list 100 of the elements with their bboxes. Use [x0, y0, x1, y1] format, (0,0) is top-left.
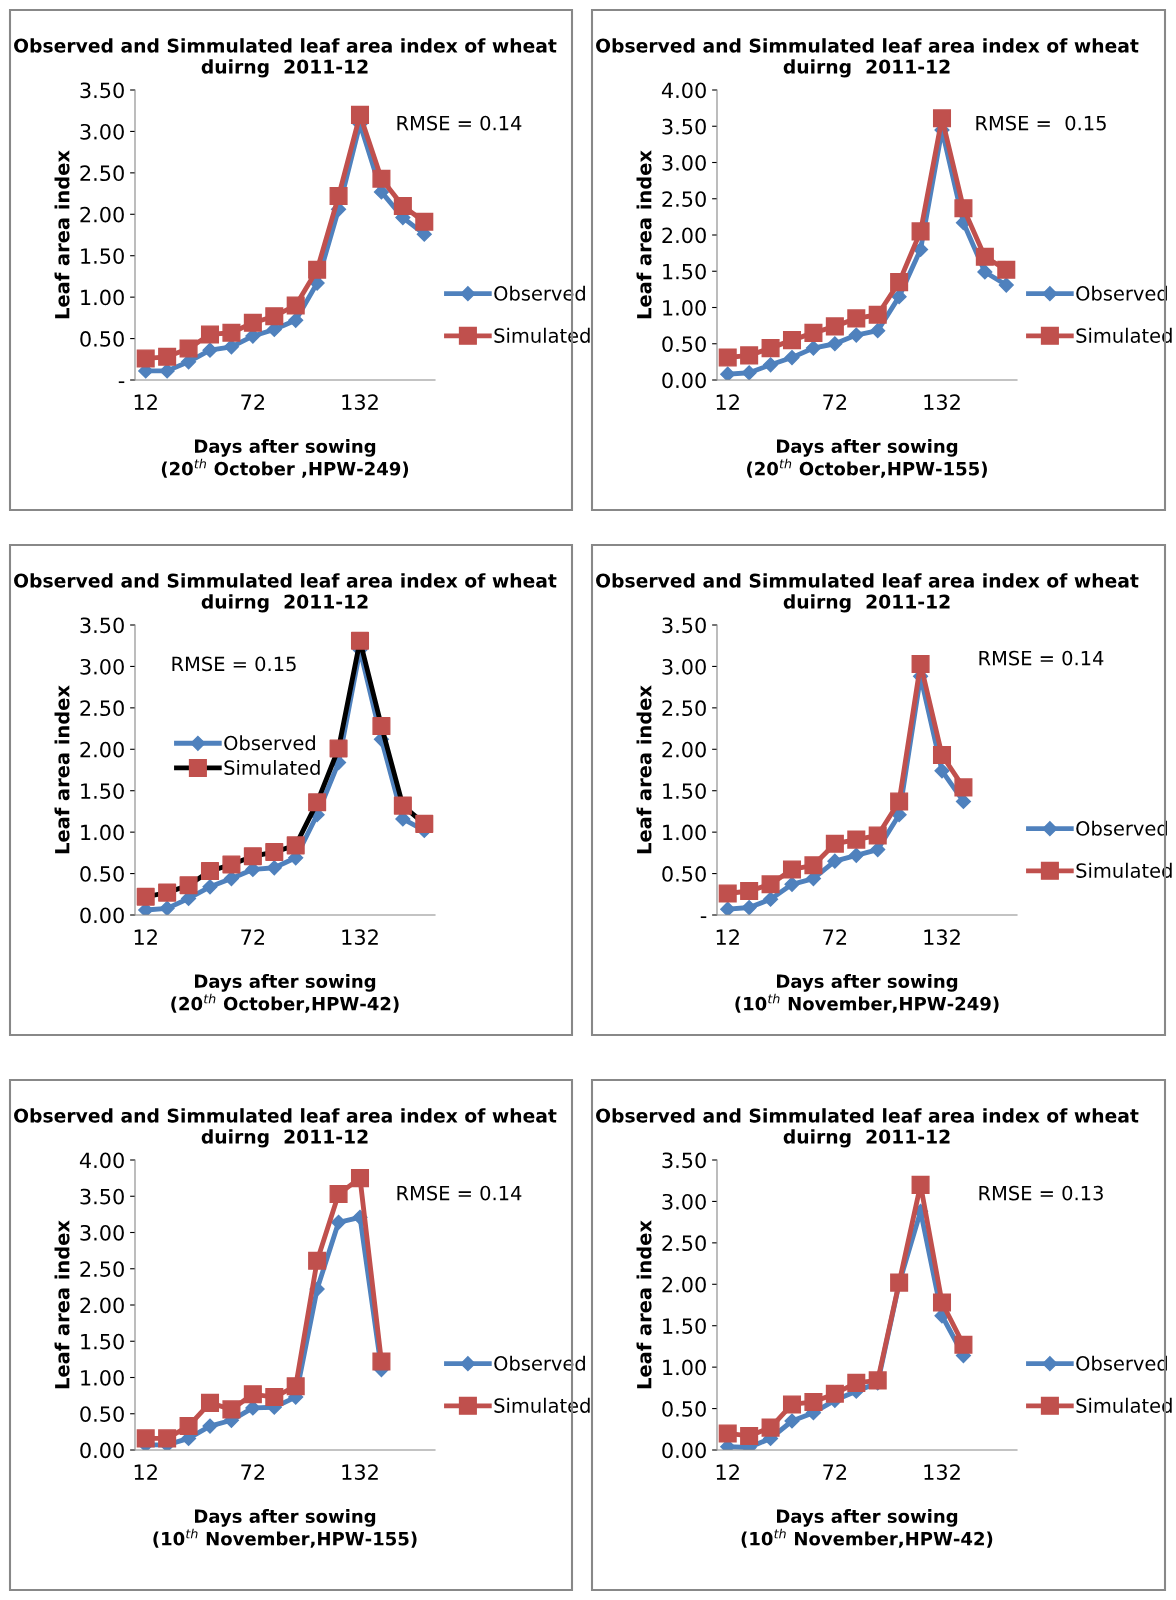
point	[308, 260, 327, 279]
point	[222, 1400, 241, 1419]
y-tick-label: 1.00	[663, 299, 706, 316]
y-tick-label: 2.50	[80, 700, 124, 717]
point	[372, 169, 391, 188]
legend-label: Simulated	[494, 1397, 590, 1413]
point	[223, 339, 239, 355]
y-tick-label: 2.50	[662, 1235, 706, 1252]
x-axis-title: Days after sowing (20$^{th}$ October,HPW-42)	[171, 974, 399, 1013]
x-axis-title: Days after sowing (10$^{th}$ November,HPW-249)	[735, 974, 999, 1013]
point	[932, 109, 952, 128]
y-tick-label: 2.00	[80, 206, 124, 223]
point	[159, 363, 175, 379]
x-tick-label: 12	[716, 1464, 739, 1480]
x-tick-label: 132	[924, 1464, 960, 1481]
legend-label: Observed	[224, 735, 315, 751]
y-tick-label: 3.50	[80, 82, 124, 99]
y-axis-title: Leaf area index	[54, 1220, 70, 1389]
y-tick-label: 3.00	[80, 1224, 124, 1241]
point	[158, 347, 177, 366]
legend-label: Simulated	[1076, 1397, 1172, 1413]
y-tick-label: -	[700, 916, 707, 919]
annotation: RMSE = 0.14	[397, 1185, 522, 1201]
point	[136, 1429, 155, 1448]
x-tick-label: 132	[342, 1464, 378, 1481]
point	[998, 277, 1014, 293]
point	[179, 1417, 198, 1436]
point	[848, 847, 864, 863]
y-tick-label: 1.50	[81, 248, 124, 264]
point	[868, 826, 887, 845]
point	[804, 1392, 823, 1411]
point	[932, 746, 952, 765]
point	[827, 853, 843, 869]
point	[934, 763, 950, 779]
point	[975, 247, 994, 266]
point	[977, 264, 993, 280]
point	[847, 1373, 866, 1392]
y-axis-title: Leaf area index	[636, 685, 652, 854]
legend-label: Observed	[1076, 285, 1167, 301]
x-axis-title: Days after sowing (20$^{th}$ October,HPW-155)	[747, 439, 987, 478]
x-tick-label: 72	[823, 929, 847, 945]
legend-label: Observed	[494, 285, 585, 301]
x-axis-title: Days after sowing (20$^{th}$ October ,HPW-249)	[161, 439, 409, 478]
x-tick-label: 72	[823, 1464, 847, 1480]
y-tick-label: 3.00	[662, 1193, 706, 1210]
x-tick-label: 72	[241, 1464, 265, 1480]
y-tick-label: 0.00	[662, 372, 706, 389]
y-tick-label: 3.00	[80, 123, 124, 140]
y-tick-label: 2.00	[80, 1297, 124, 1314]
y-tick-label: 0.50	[662, 336, 706, 352]
point	[741, 365, 757, 380]
point	[222, 323, 241, 342]
y-tick-label: 1.00	[81, 289, 124, 306]
y-tick-label: 3.50	[662, 617, 706, 634]
x-tick-label: 12	[134, 394, 157, 410]
point	[954, 199, 973, 218]
point	[350, 105, 370, 124]
annotation: RMSE = 0.15	[172, 656, 296, 672]
legend-label: Observed	[1076, 820, 1167, 836]
point	[266, 860, 282, 876]
point	[911, 654, 930, 673]
y-tick-label: 2.00	[662, 227, 706, 244]
point	[805, 340, 821, 356]
y-tick-label: 1.50	[663, 783, 706, 799]
legend-label: Simulated	[224, 759, 320, 775]
y-tick-label: 2.00	[80, 741, 124, 758]
chart-title: Observed and Simmulated leaf area index of wheat duirng 2011-12	[596, 573, 1139, 613]
y-tick-label: 3.50	[662, 118, 706, 135]
y-tick-label: 3.00	[662, 154, 706, 171]
point	[997, 260, 1016, 279]
x-tick-label: 132	[342, 394, 378, 411]
y-axis-title: Leaf area index	[636, 1220, 652, 1389]
chart-title: Observed and Simmulated leaf area index of wheat duirng 2011-12	[596, 1108, 1139, 1148]
point	[954, 778, 973, 797]
legend-label: Observed	[1076, 1355, 1167, 1371]
point	[763, 891, 779, 907]
legend-label: Observed	[494, 1355, 585, 1371]
y-tick-label: 2.50	[662, 700, 706, 717]
point	[870, 323, 886, 339]
chart-title: Observed and Simmulated leaf area index of wheat duirng 2011-12	[14, 1108, 557, 1148]
x-tick-label: 132	[342, 929, 378, 946]
point	[868, 305, 887, 324]
point	[286, 1377, 305, 1396]
point	[848, 327, 864, 343]
x-axis-title: Days after sowing (10$^{th}$ November,HPW-155)	[153, 1509, 417, 1548]
point	[331, 1214, 347, 1230]
point	[718, 1424, 737, 1443]
point	[200, 325, 220, 344]
y-tick-label: 0.00	[662, 1442, 706, 1459]
y-tick-label: 4.00	[79, 1152, 124, 1169]
point	[827, 336, 843, 352]
x-axis-title: Days after sowing (10$^{th}$ November,HPW-42)	[741, 1509, 993, 1548]
point	[761, 875, 780, 894]
point	[763, 357, 779, 373]
y-tick-label: 3.00	[662, 658, 706, 675]
x-tick-label: 72	[823, 394, 847, 410]
point	[329, 187, 348, 206]
point	[202, 879, 218, 895]
y-tick-label: 4.00	[661, 82, 706, 99]
y-tick-label: 1.00	[663, 824, 706, 841]
